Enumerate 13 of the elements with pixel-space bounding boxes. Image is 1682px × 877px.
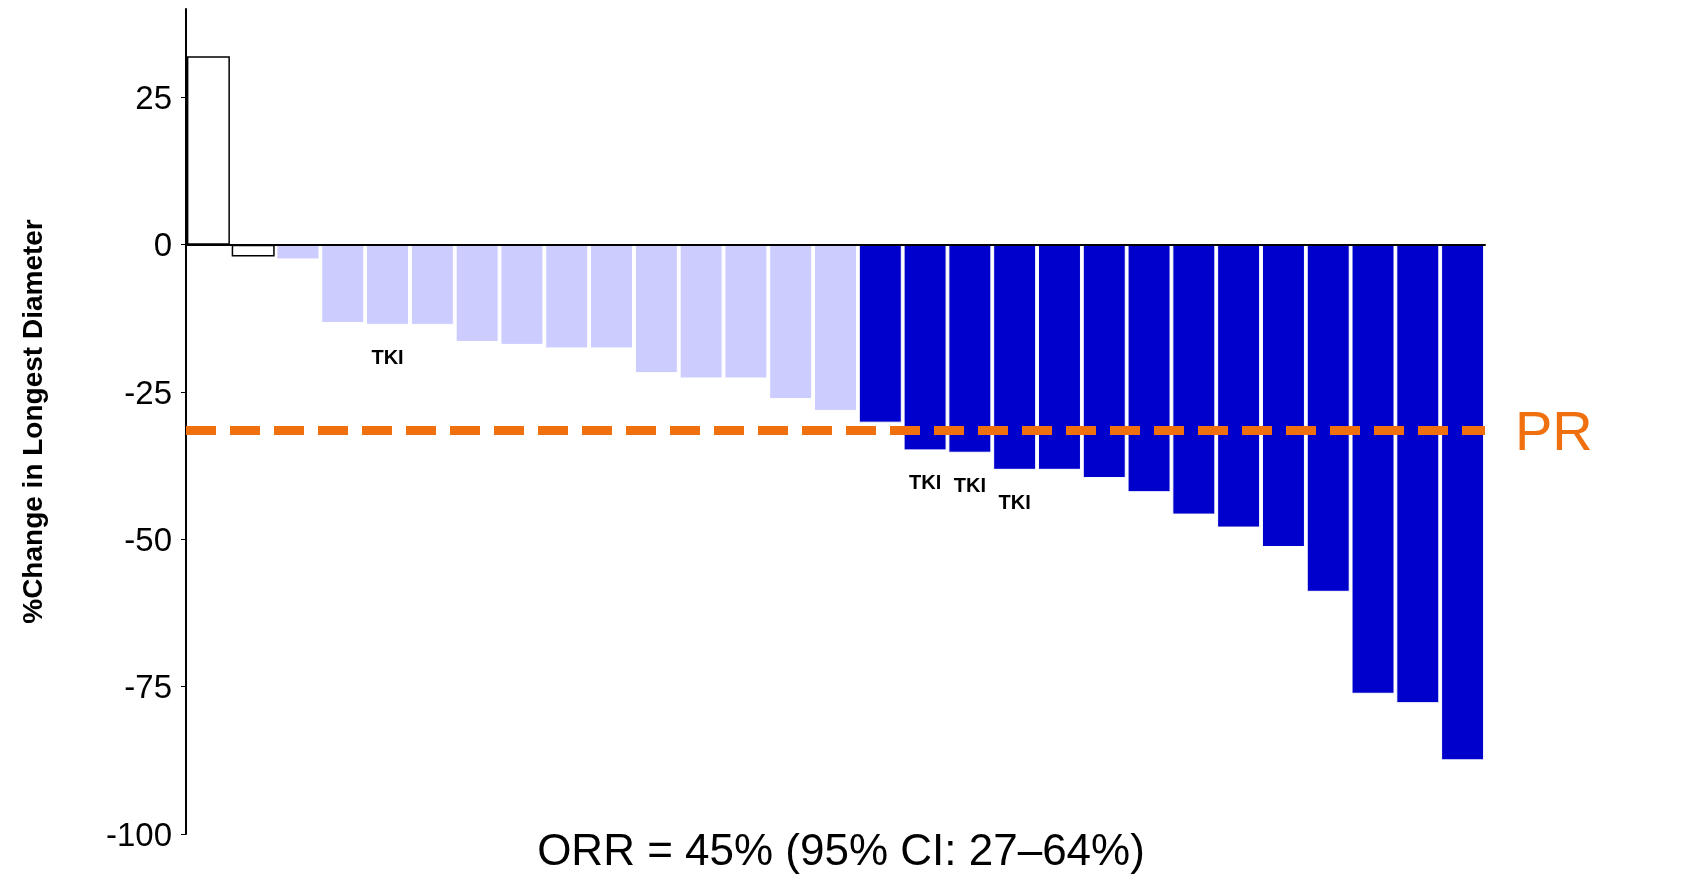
y-axis-title: %Change in Longest Diameter xyxy=(16,219,48,624)
annotation: TKI xyxy=(998,490,1031,513)
ref-line-label: PR xyxy=(1515,398,1593,462)
y-tick-label: 0 xyxy=(153,226,172,264)
y-tick-label: -100 xyxy=(105,815,172,853)
y-tick-label: -75 xyxy=(124,668,172,706)
annotation: TKI xyxy=(908,471,942,494)
annotation: ORR = 45% (95% CI: 27–64%) xyxy=(537,824,1145,874)
annotation: TKI xyxy=(953,473,986,496)
y-tick-label: 25 xyxy=(135,78,172,116)
annotation: TKI xyxy=(371,345,404,368)
y-tick-label: -25 xyxy=(124,373,172,411)
y-tick-label: -50 xyxy=(124,520,172,558)
